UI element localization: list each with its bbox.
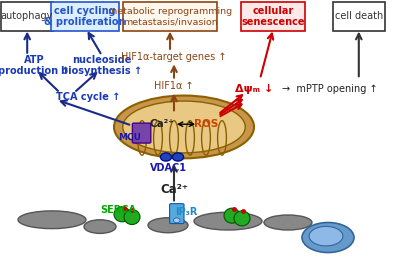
FancyBboxPatch shape xyxy=(51,2,119,31)
Ellipse shape xyxy=(123,101,245,153)
Ellipse shape xyxy=(84,220,116,233)
Text: cellular
senescence: cellular senescence xyxy=(241,5,305,27)
Ellipse shape xyxy=(224,208,240,223)
FancyBboxPatch shape xyxy=(170,204,184,224)
Text: autophagy: autophagy xyxy=(1,11,53,21)
Text: MCU: MCU xyxy=(118,133,142,142)
Ellipse shape xyxy=(234,211,250,226)
Text: SERCA: SERCA xyxy=(100,205,136,215)
Ellipse shape xyxy=(18,211,86,229)
Ellipse shape xyxy=(309,226,343,246)
FancyBboxPatch shape xyxy=(132,123,151,143)
Ellipse shape xyxy=(172,153,184,161)
FancyBboxPatch shape xyxy=(123,2,217,31)
Ellipse shape xyxy=(114,96,254,158)
Text: ROS: ROS xyxy=(194,119,218,129)
Text: cell cycling
& proliferation: cell cycling & proliferation xyxy=(44,5,126,27)
Text: Ca²⁺: Ca²⁺ xyxy=(150,119,174,129)
Ellipse shape xyxy=(174,218,180,223)
Ellipse shape xyxy=(302,222,354,253)
Ellipse shape xyxy=(264,215,312,230)
Ellipse shape xyxy=(160,153,172,161)
Text: →  mPTP opening ↑: → mPTP opening ↑ xyxy=(282,84,378,94)
FancyBboxPatch shape xyxy=(1,2,53,31)
Text: Δψₘ ↓: Δψₘ ↓ xyxy=(235,84,273,94)
Text: nucleoside
biosynthesis ↑: nucleoside biosynthesis ↑ xyxy=(62,55,142,76)
Text: IP₃R: IP₃R xyxy=(175,207,197,216)
Ellipse shape xyxy=(114,207,130,222)
Text: cell death: cell death xyxy=(335,11,383,21)
FancyBboxPatch shape xyxy=(241,2,305,31)
Text: TCA cycle ↑: TCA cycle ↑ xyxy=(56,92,120,102)
FancyBboxPatch shape xyxy=(333,2,385,31)
Ellipse shape xyxy=(194,212,262,230)
Text: Ca²⁺: Ca²⁺ xyxy=(160,183,188,196)
Text: ATP
production ↑: ATP production ↑ xyxy=(0,55,70,76)
Ellipse shape xyxy=(148,218,188,233)
Text: HIF1α ↑: HIF1α ↑ xyxy=(154,81,194,91)
Text: HIF1α-target genes ↑: HIF1α-target genes ↑ xyxy=(121,52,227,62)
Text: metabolic reprogramming
metastasis/invasion: metabolic reprogramming metastasis/invas… xyxy=(108,7,232,26)
Text: VDAC1: VDAC1 xyxy=(150,163,186,173)
Ellipse shape xyxy=(124,210,140,224)
